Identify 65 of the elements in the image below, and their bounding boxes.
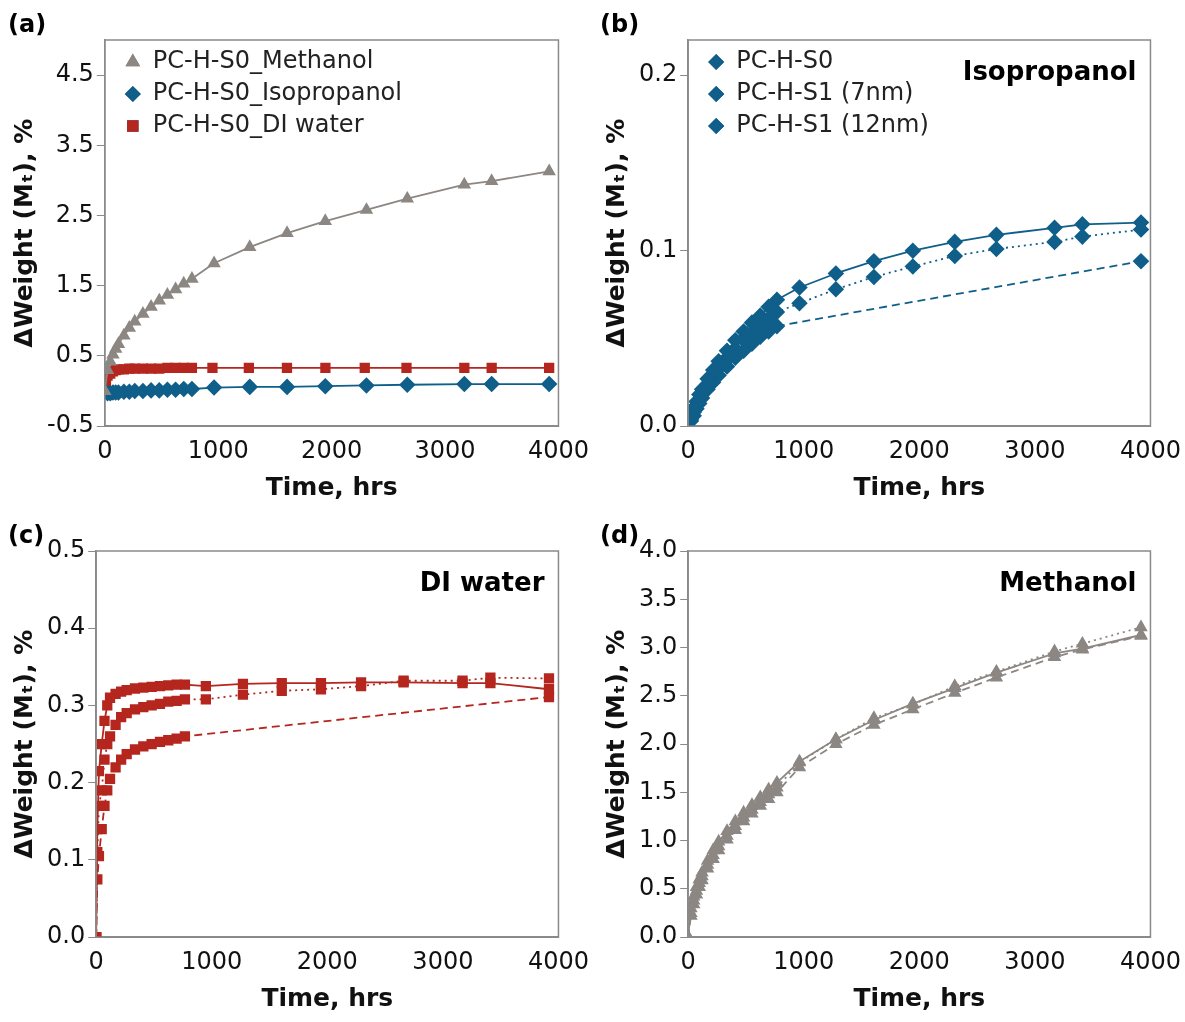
y-axis-title: ΔWeight (Mₜ), % xyxy=(600,629,630,859)
y-tick-label: 1.5 xyxy=(55,270,94,298)
y-tick-label: 3.5 xyxy=(639,583,678,612)
y-tick-label: 0.5 xyxy=(639,873,678,902)
legend-label: PC-H-S0_DI water xyxy=(152,110,364,139)
annotation: Methanol xyxy=(999,566,1137,597)
x-tick-label: 3000 xyxy=(414,435,476,464)
y-tick-label: 0.0 xyxy=(47,921,86,950)
y-tick-label: 0.2 xyxy=(47,766,86,795)
x-tick-label: 4000 xyxy=(1119,946,1181,975)
y-tick-label: 4.0 xyxy=(639,535,678,564)
y-tick-label: -0.5 xyxy=(47,410,94,439)
x-tick-label: 2000 xyxy=(296,946,358,975)
y-tick-label: 1.0 xyxy=(639,824,678,853)
y-tick-label: 0.1 xyxy=(47,844,86,873)
y-tick-label: 0.5 xyxy=(55,340,94,369)
y-tick-label: 4.5 xyxy=(55,59,94,88)
x-tick-label: 2000 xyxy=(888,946,950,975)
x-axis-title: Time, hrs xyxy=(265,471,398,501)
chart-title: (d) xyxy=(600,521,640,550)
y-tick-label: 0.1 xyxy=(639,234,678,263)
x-tick-label: 2000 xyxy=(888,435,950,464)
legend-label: PC-H-S1 (12nm) xyxy=(736,110,929,139)
y-tick-label: 0.4 xyxy=(47,612,86,641)
y-tick-label: 3.5 xyxy=(55,129,94,158)
y-tick-label: 3.0 xyxy=(639,631,678,660)
x-tick-label: 2000 xyxy=(301,435,363,464)
y-axis-title: ΔWeight (Mₜ), % xyxy=(600,118,630,348)
x-axis-title: Time, hrs xyxy=(853,982,986,1012)
annotation: DI water xyxy=(419,566,545,597)
y-tick-label: 0.0 xyxy=(639,921,678,950)
x-tick-label: 0 xyxy=(680,946,696,975)
legend-label: PC-H-S1 (7nm) xyxy=(736,78,914,107)
legend-label: PC-H-S0 xyxy=(736,46,834,75)
y-tick-label: 2.0 xyxy=(639,728,678,757)
x-axis-title: Time, hrs xyxy=(853,471,986,501)
y-tick-label: 2.5 xyxy=(639,680,678,709)
y-tick-label: 0.0 xyxy=(639,410,678,439)
legend-label: PC-H-S0_Methanol xyxy=(152,46,374,75)
legend-label: PC-H-S0_Isopropanol xyxy=(152,78,402,107)
x-tick-label: 3000 xyxy=(1004,435,1066,464)
x-tick-label: 1000 xyxy=(181,946,243,975)
x-tick-label: 3000 xyxy=(1004,946,1066,975)
x-tick-label: 4000 xyxy=(1119,435,1181,464)
y-tick-label: 0.3 xyxy=(47,689,86,718)
chart-title: (a) xyxy=(8,10,47,39)
y-axis-title: ΔWeight (Mₜ), % xyxy=(8,629,38,859)
y-tick-label: 0.2 xyxy=(639,59,678,88)
x-tick-label: 3000 xyxy=(412,946,474,975)
x-tick-label: 0 xyxy=(97,435,113,464)
x-tick-label: 0 xyxy=(680,435,696,464)
x-tick-label: 0 xyxy=(88,946,104,975)
chart-title: (b) xyxy=(600,10,640,39)
annotation: Isopropanol xyxy=(962,55,1137,86)
y-tick-label: 1.5 xyxy=(639,776,678,805)
y-axis-title: ΔWeight (Mₜ), % xyxy=(8,118,38,348)
x-tick-label: 1000 xyxy=(773,435,835,464)
x-tick-label: 1000 xyxy=(187,435,249,464)
chart-title: (c) xyxy=(8,521,45,550)
y-tick-label: 0.5 xyxy=(47,535,86,564)
y-tick-label: 2.5 xyxy=(55,199,94,228)
x-axis-title: Time, hrs xyxy=(261,982,394,1012)
x-tick-label: 1000 xyxy=(773,946,835,975)
x-tick-label: 4000 xyxy=(527,946,589,975)
x-tick-label: 4000 xyxy=(527,435,589,464)
